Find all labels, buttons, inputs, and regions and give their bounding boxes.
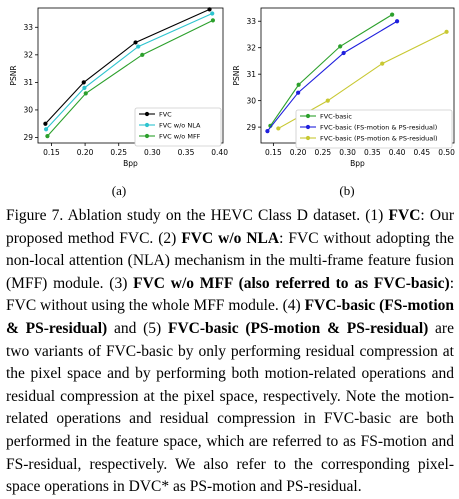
y-tick-label: 32 bbox=[246, 43, 256, 52]
caption-segment: FVC-basic (FS-motion & PS-residual) bbox=[6, 297, 454, 337]
y-tick-label: 33 bbox=[23, 23, 33, 32]
plot-frame bbox=[37, 7, 224, 144]
y-tick-label: 31 bbox=[23, 78, 33, 87]
data-point bbox=[341, 50, 346, 56]
data-point bbox=[133, 40, 138, 45]
y-tick-label: 29 bbox=[23, 133, 33, 142]
data-point bbox=[380, 61, 385, 66]
data-point bbox=[444, 29, 449, 34]
chart-b-plot: 0.15 0.20 0.25 0.30 0.35 0.40 0.45 0.50 29 30 31 32… bbox=[232, 7, 455, 168]
data-point bbox=[81, 80, 86, 85]
legend-swatch-marker bbox=[144, 133, 150, 139]
data-point bbox=[325, 98, 330, 103]
series-line bbox=[269, 14, 393, 127]
x-tick-label: 0.20 bbox=[290, 148, 307, 157]
data-point bbox=[45, 134, 50, 139]
caption-segment: FVC w/o MFF (also referred to as FVC-bas… bbox=[133, 274, 450, 292]
data-point bbox=[296, 82, 301, 87]
data-point bbox=[338, 44, 343, 49]
figure-caption: Figure 7. Ablation study on the HEVC Cla… bbox=[6, 205, 454, 499]
series-line bbox=[45, 13, 213, 130]
data-point bbox=[83, 91, 88, 96]
y-tick-label: 33 bbox=[246, 17, 256, 26]
y-tick-label: 31 bbox=[246, 70, 256, 79]
x-tick-label: 0.30 bbox=[144, 148, 161, 157]
legend-swatch-marker bbox=[305, 124, 311, 130]
y-tick-label: 30 bbox=[23, 106, 33, 115]
y-axis-label: PSNR bbox=[9, 65, 18, 85]
chart-a-plot: 0.15 0.20 0.25 0.30 0.35 0.40 29 30 31 32 33 Bpp PSN… bbox=[9, 7, 228, 168]
x-tick-label: 0.15 bbox=[265, 148, 282, 157]
caption-segment: : Our proposed method FVC. (2) bbox=[6, 207, 454, 247]
data-point bbox=[140, 52, 145, 57]
x-tick-label: 0.35 bbox=[178, 148, 195, 157]
x-tick-label: 0.25 bbox=[110, 148, 127, 157]
legend-label: FVC bbox=[159, 111, 172, 119]
x-tick-label: 0.30 bbox=[339, 148, 356, 157]
legend-label: FVC-basic bbox=[320, 113, 352, 121]
x-axis-label: Bpp bbox=[123, 159, 138, 168]
x-tick-label: 0.15 bbox=[43, 148, 60, 157]
data-point bbox=[210, 11, 215, 16]
caption-segment: : FVC without adopting the non-local att… bbox=[6, 229, 454, 292]
data-point bbox=[276, 126, 281, 131]
caption-segment: : FVC without using the whole MFF module… bbox=[6, 274, 454, 315]
x-axis-label: Bpp bbox=[350, 159, 365, 168]
data-point bbox=[394, 19, 400, 24]
chart-b: 0.15 0.20 0.25 0.30 0.35 0.40 0.45 0.50 29 30 31 32… bbox=[229, 0, 459, 185]
legend-box bbox=[295, 109, 453, 149]
legend-swatch-marker bbox=[144, 111, 150, 117]
x-tick-label: 0.40 bbox=[211, 148, 228, 157]
data-point bbox=[207, 7, 212, 12]
chart-a: 0.15 0.20 0.25 0.30 0.35 0.40 29 30 31 32 33 Bpp PSN… bbox=[0, 0, 229, 185]
caption-segment: Figure 7. Ablation study on the HEVC Cla… bbox=[6, 207, 389, 224]
caption-segment: FVC-basic (PS-motion & PS-residual) bbox=[168, 319, 429, 337]
series-line bbox=[44, 8, 210, 125]
x-tick-label: 0.20 bbox=[77, 148, 94, 157]
data-point bbox=[296, 90, 301, 95]
x-tick-label: 0.45 bbox=[413, 148, 430, 157]
x-tick-label: 0.25 bbox=[315, 148, 332, 157]
legend-label: FVC w/o NLA bbox=[159, 122, 201, 130]
x-tick-label: 0.40 bbox=[389, 148, 406, 157]
series-line bbox=[47, 19, 214, 137]
data-point bbox=[43, 127, 49, 132]
x-tick-label: 0.50 bbox=[438, 148, 455, 157]
data-point bbox=[210, 18, 216, 23]
caption-segment: and (5) bbox=[107, 319, 168, 337]
data-point bbox=[390, 12, 395, 17]
caption-segment: FVC w/o NLA bbox=[181, 229, 280, 247]
legend-box bbox=[134, 107, 222, 147]
chart-b-sublabel: (b) bbox=[339, 183, 355, 198]
legend-swatch-marker bbox=[305, 113, 311, 119]
legend-label: FVC-basic (PS-motion & PS-residual) bbox=[320, 135, 438, 143]
legend-label: FVC w/o MFF bbox=[159, 133, 201, 141]
series-line bbox=[267, 20, 398, 132]
legend-label: FVC-basic (FS-motion & PS-residual) bbox=[320, 124, 437, 132]
legend-swatch-marker bbox=[144, 122, 150, 128]
data-point bbox=[265, 128, 270, 134]
y-tick-label: 30 bbox=[246, 96, 256, 105]
data-point bbox=[43, 121, 48, 126]
y-axis-label: PSNR bbox=[232, 65, 241, 85]
chart-a-sublabel: (a) bbox=[111, 183, 127, 198]
caption-segment: FVC bbox=[388, 207, 421, 224]
caption-segment: are two variants of FVC-basic by only pe… bbox=[6, 319, 454, 496]
y-tick-label: 32 bbox=[23, 51, 33, 60]
legend-swatch-marker bbox=[305, 135, 311, 141]
x-tick-label: 0.35 bbox=[364, 148, 381, 157]
data-point bbox=[82, 85, 87, 90]
data-point bbox=[136, 44, 141, 49]
y-tick-label: 29 bbox=[246, 123, 256, 132]
